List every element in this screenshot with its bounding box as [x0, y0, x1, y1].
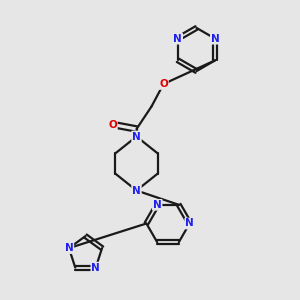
Text: N: N	[132, 131, 141, 142]
Text: N: N	[173, 34, 182, 44]
Text: N: N	[185, 218, 194, 229]
Text: N: N	[92, 262, 100, 273]
Text: N: N	[153, 200, 162, 210]
Text: O: O	[108, 119, 117, 130]
Text: O: O	[159, 79, 168, 89]
Text: N: N	[132, 185, 141, 196]
Text: N: N	[211, 34, 220, 44]
Text: N: N	[64, 243, 73, 253]
